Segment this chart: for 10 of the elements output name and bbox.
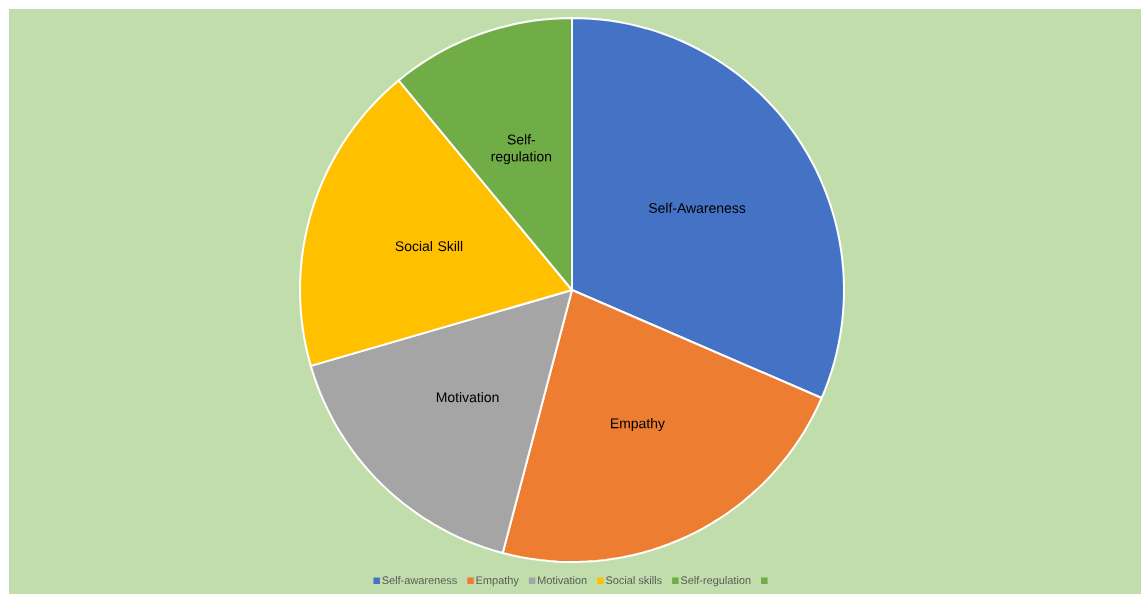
legend-label: Motivation (538, 576, 587, 585)
legend-label: Self-awareness (382, 576, 457, 585)
text: Motivation (436, 391, 499, 403)
legend-label: Self-regulation (680, 576, 751, 587)
text: Social Skill (395, 240, 463, 252)
text: Empathy (611, 418, 665, 432)
legend-label: Empathy (476, 576, 519, 587)
text: Self-regulation (491, 134, 552, 165)
text: Self-Awareness (648, 202, 746, 213)
legend-label: Social skills (605, 576, 662, 585)
